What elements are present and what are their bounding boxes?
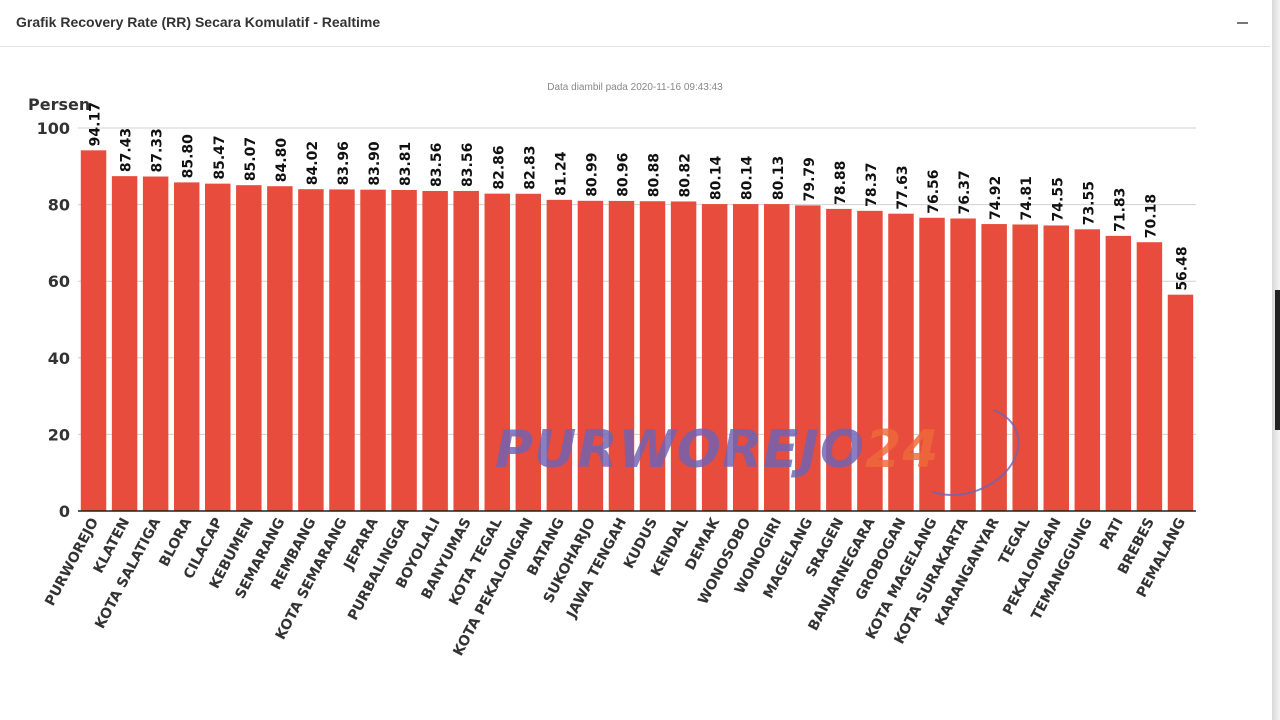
bar bbox=[546, 199, 573, 511]
bar bbox=[422, 190, 448, 511]
data-label: 80.14 bbox=[709, 156, 725, 201]
bar bbox=[173, 182, 200, 512]
bar bbox=[329, 189, 355, 511]
bar bbox=[1167, 294, 1194, 511]
data-label: 82.86 bbox=[491, 145, 507, 189]
x-tick-label: PATI bbox=[1097, 515, 1127, 552]
data-label: 78.37 bbox=[864, 163, 880, 207]
bar bbox=[391, 190, 417, 512]
data-label: 83.96 bbox=[336, 141, 352, 185]
data-label: 76.56 bbox=[926, 169, 942, 213]
bar bbox=[267, 186, 293, 511]
bar bbox=[826, 208, 852, 512]
data-label: 80.14 bbox=[740, 156, 756, 201]
bar bbox=[484, 193, 510, 512]
y-tick-label: 80 bbox=[48, 196, 70, 215]
data-label: 85.07 bbox=[243, 137, 259, 181]
data-label: 81.24 bbox=[553, 151, 569, 196]
bar bbox=[795, 205, 821, 511]
watermark-text-main: PURWOREJO bbox=[495, 420, 866, 480]
watermark-text-number: 24 bbox=[865, 420, 940, 480]
y-tick-label: 40 bbox=[48, 349, 70, 368]
panel-title: Grafik Recovery Rate (RR) Secara Komulat… bbox=[16, 14, 381, 30]
data-label: 70.18 bbox=[1143, 194, 1159, 238]
data-label: 76.37 bbox=[957, 170, 973, 214]
data-timestamp: Data diambil pada 2020-11-16 09:43:43 bbox=[547, 82, 723, 93]
y-tick-label: 60 bbox=[48, 272, 70, 291]
bar bbox=[764, 204, 790, 511]
y-tick-label: 20 bbox=[48, 425, 70, 444]
bar bbox=[950, 218, 976, 511]
bar bbox=[1043, 225, 1069, 511]
data-label: 83.56 bbox=[429, 143, 445, 187]
bar bbox=[670, 201, 697, 511]
bar bbox=[857, 210, 883, 511]
bar bbox=[919, 217, 945, 511]
bar bbox=[639, 201, 666, 511]
data-label: 73.55 bbox=[1081, 181, 1097, 225]
bar bbox=[888, 213, 914, 511]
data-label: 83.56 bbox=[460, 143, 476, 187]
data-label: 56.48 bbox=[1174, 246, 1190, 290]
y-axis-label: Persen bbox=[28, 95, 90, 114]
data-label: 85.80 bbox=[181, 134, 197, 179]
bar bbox=[111, 176, 138, 511]
bar bbox=[1074, 229, 1101, 511]
y-tick-label: 100 bbox=[37, 119, 70, 138]
bar bbox=[515, 193, 542, 511]
data-label: 80.82 bbox=[678, 153, 694, 197]
data-label: 78.88 bbox=[833, 161, 849, 205]
bar bbox=[981, 224, 1007, 511]
data-label: 84.02 bbox=[305, 141, 321, 185]
bar bbox=[701, 204, 728, 512]
data-label: 82.83 bbox=[522, 145, 538, 189]
minus-icon[interactable] bbox=[1237, 22, 1248, 24]
bar bbox=[298, 189, 324, 511]
bar bbox=[577, 200, 604, 512]
data-label: 87.43 bbox=[119, 128, 135, 172]
data-label: 79.79 bbox=[802, 157, 818, 201]
bar bbox=[732, 204, 759, 512]
data-label: 80.88 bbox=[647, 153, 663, 197]
data-label: 83.81 bbox=[398, 142, 414, 186]
data-label: 80.99 bbox=[584, 153, 600, 197]
bar bbox=[142, 176, 169, 511]
bar bbox=[1105, 235, 1132, 511]
bar bbox=[236, 185, 262, 512]
data-label: 84.80 bbox=[274, 138, 290, 183]
window-edge-shadow bbox=[1275, 290, 1280, 430]
bar bbox=[1012, 224, 1038, 511]
data-label: 85.47 bbox=[212, 135, 228, 179]
data-label: 74.81 bbox=[1019, 176, 1035, 220]
bar bbox=[1136, 242, 1163, 511]
y-tick-label: 0 bbox=[59, 502, 70, 521]
watermark-logo: PURWOREJO24 bbox=[495, 420, 939, 480]
panel-header: Grafik Recovery Rate (RR) Secara Komulat… bbox=[0, 0, 1270, 47]
data-label: 94.17 bbox=[88, 102, 104, 146]
data-label: 74.92 bbox=[988, 176, 1004, 220]
data-label: 74.55 bbox=[1050, 177, 1066, 221]
bar bbox=[80, 150, 107, 511]
data-label: 80.96 bbox=[615, 153, 631, 197]
bar bbox=[205, 183, 231, 511]
bar bbox=[360, 189, 386, 511]
bar bbox=[453, 190, 479, 511]
data-label: 77.63 bbox=[895, 165, 911, 209]
data-label: 71.83 bbox=[1112, 188, 1128, 232]
data-label: 87.33 bbox=[150, 128, 166, 172]
bar bbox=[608, 200, 635, 511]
data-label: 83.90 bbox=[367, 141, 383, 186]
data-label: 80.13 bbox=[771, 156, 787, 200]
